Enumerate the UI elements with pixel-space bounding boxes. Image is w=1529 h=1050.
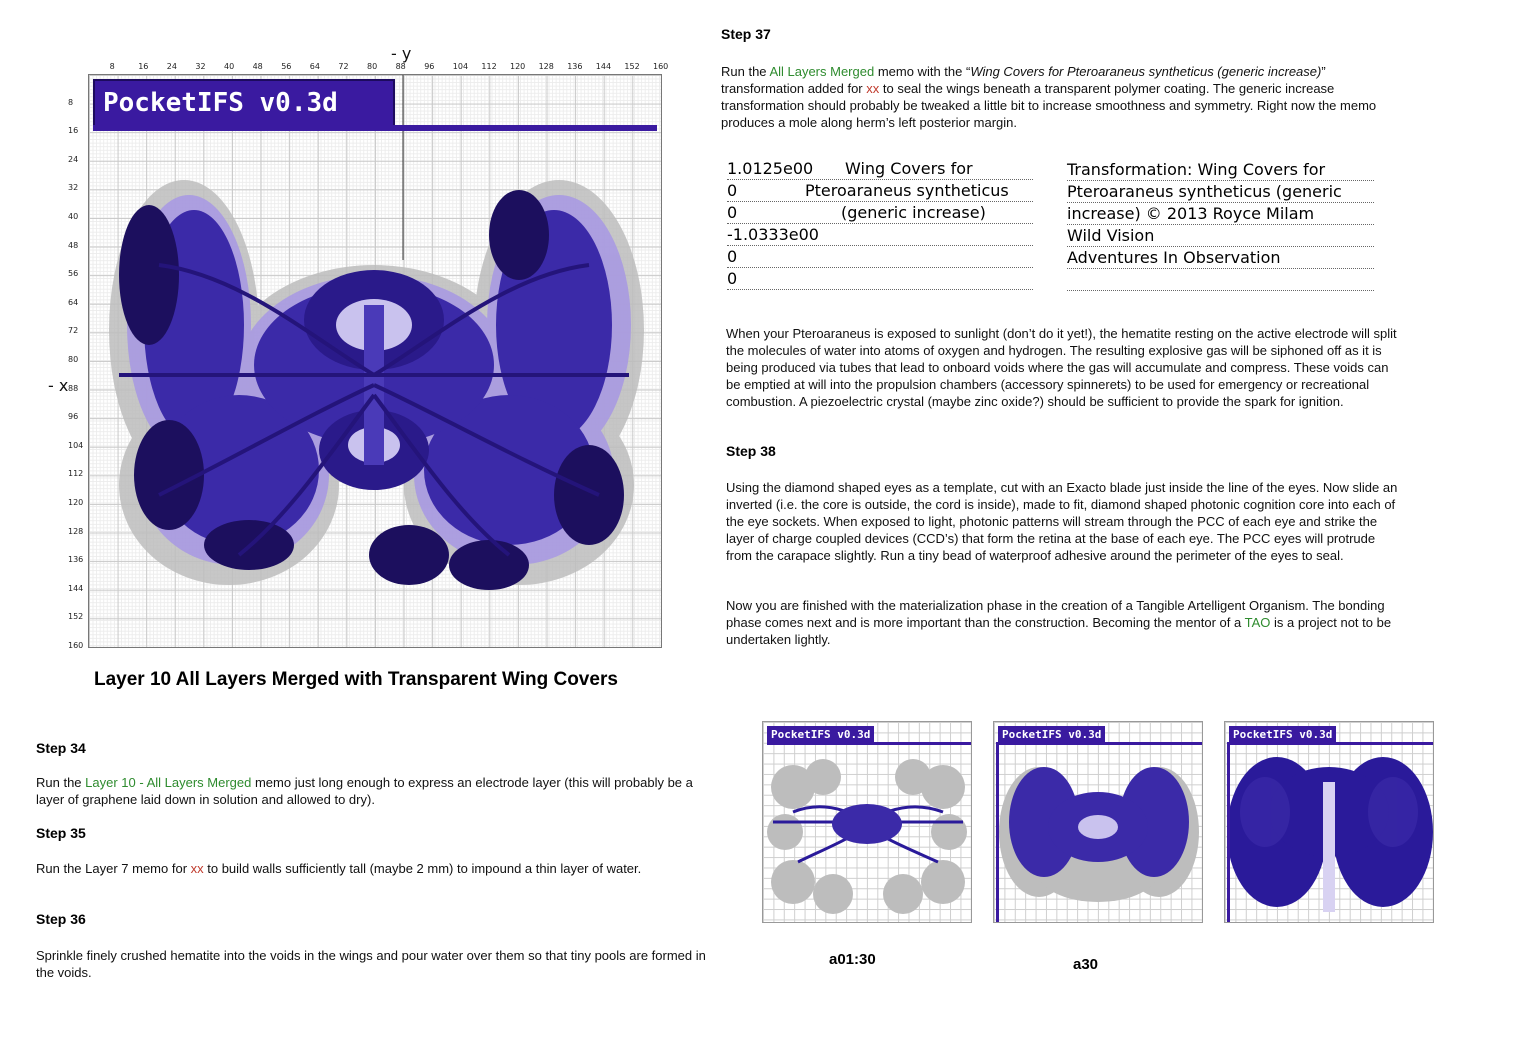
x-tick-label: 144 — [595, 62, 612, 71]
x-tick-label: 120 — [510, 62, 526, 71]
memo-table: 1.0125e00 Wing Covers for 0 Pteroaraneus s… — [727, 158, 1033, 290]
memo-row-1: 0 Pteroaraneus syntheticus — [727, 180, 1033, 202]
x-tick-label: 48 — [252, 62, 263, 71]
step37-paragraph-1: Run the All Layers Merged memo with the … — [721, 64, 1377, 130]
app-banner: PocketIFS v0.3d — [93, 79, 395, 127]
thumbnail-2-banner: PocketIFS v0.3d — [998, 726, 1106, 742]
memo-row-3: -1.0333e00 — [727, 224, 1033, 246]
x-tick-label: 136 — [567, 62, 583, 71]
memo-row-2: 0 (generic increase) — [727, 202, 1033, 224]
thumbnail-1-banner-line — [767, 742, 971, 745]
x-tick-label: 56 — [281, 62, 292, 71]
x-tick-label: 96 — [424, 62, 435, 71]
transform-line-2: increase) © 2013 Royce Milam — [1067, 203, 1374, 225]
step34-title: Step 34 — [36, 740, 86, 756]
y-tick-label: 16 — [68, 126, 79, 136]
step35-title: Step 35 — [36, 825, 86, 841]
thumbnail-2: PocketIFS v0.3d — [993, 721, 1203, 923]
transform-line-3: Wild Vision — [1067, 225, 1374, 247]
x-axis-label: - x — [48, 376, 69, 395]
transform-line-1: Pteroaraneus syntheticus (generic — [1067, 181, 1374, 203]
transform-line-5 — [1067, 269, 1374, 291]
memo-row-5: 0 — [727, 268, 1033, 290]
step34-paragraph: Run the Layer 10 - All Layers Merged mem… — [36, 775, 693, 807]
transform-line-4: Adventures In Observation — [1067, 247, 1374, 269]
y-tick-label: 160 — [68, 641, 84, 650]
x-tick-label: 32 — [195, 62, 206, 71]
y-tick-label: 40 — [68, 212, 79, 221]
memo-link-all-layers[interactable]: All Layers Merged — [769, 64, 875, 79]
y-tick-label: 136 — [68, 555, 84, 565]
step38-paragraph-1: Using the diamond shaped eyes as a templ… — [726, 480, 1398, 563]
step35-paragraph: Run the Layer 7 memo for xx to build wal… — [36, 861, 642, 876]
y-tick-label: 80 — [68, 355, 79, 364]
plot-canvas: PocketIFS v0.3d — [88, 74, 662, 648]
thumbnail-3-banner: PocketIFS v0.3d — [1229, 726, 1337, 742]
thumbnail-1: PocketIFS v0.3d — [762, 721, 972, 923]
y-tick-label: 104 — [68, 440, 84, 450]
x-tick-label: 8 — [109, 62, 115, 71]
y-tick-label: 88 — [68, 383, 79, 393]
thumbnail-2-banner-line — [998, 742, 1202, 745]
x-tick-label: 24 — [166, 62, 177, 71]
banner-underline — [93, 125, 657, 131]
plot-caption: Layer 10 All Layers Merged with Transpar… — [94, 669, 618, 690]
y-tick-label: 48 — [68, 240, 79, 250]
transformation-block: Transformation: Wing Covers for Pteroara… — [1067, 159, 1374, 291]
thumbnail-3-render — [1227, 742, 1433, 922]
thumbnail-2-render — [996, 742, 1199, 922]
x-tick-label: 160 — [653, 62, 669, 71]
step37-title: Step 37 — [721, 26, 771, 42]
thumbnail-1-banner: PocketIFS v0.3d — [767, 726, 875, 742]
y-tick-label: 152 — [68, 612, 84, 622]
y-tick-label: 64 — [68, 297, 79, 307]
step36-title: Step 36 — [36, 911, 86, 927]
thumbnail-1-render — [767, 759, 967, 914]
vein-lines — [119, 263, 629, 557]
x-tick-label: 80 — [367, 62, 378, 71]
thumbnail-1-caption: a01:30 — [829, 951, 876, 968]
y-tick-label: 8 — [68, 97, 74, 107]
transform-line-0: Transformation: Wing Covers for — [1067, 159, 1374, 181]
x-tick-label: 152 — [624, 62, 640, 71]
memo-row-4: 0 — [727, 246, 1033, 268]
x-tick-label: 16 — [138, 62, 149, 71]
x-tick-label: 72 — [338, 62, 349, 71]
memo-row-0: 1.0125e00 Wing Covers for — [727, 158, 1033, 180]
x-tick-label: 88 — [395, 62, 406, 71]
y-tick-label: 24 — [68, 154, 79, 164]
thumbnail-2-caption: a30 — [1073, 956, 1099, 973]
x-tick-label: 40 — [224, 62, 235, 71]
y-tick-label: 72 — [68, 326, 79, 336]
step38-title: Step 38 — [726, 443, 776, 459]
tao-link[interactable]: TAO — [1244, 615, 1271, 630]
y-axis-label: - y — [391, 44, 412, 63]
x-tick-label: 64 — [309, 62, 320, 71]
x-tick-label: 104 — [452, 62, 469, 71]
y-tick-label: 32 — [68, 183, 79, 193]
thumbnail-3-banner-line — [1229, 742, 1433, 745]
x-tick-label: 112 — [481, 62, 497, 71]
y-tick-label: 128 — [68, 526, 84, 536]
step38-paragraph-2: Now you are finished with the materializ… — [726, 598, 1392, 647]
x-tick-label: 128 — [538, 62, 554, 71]
step36-paragraph: Sprinkle finely crushed hematite into th… — [36, 948, 706, 980]
y-tick-label: 96 — [68, 412, 79, 422]
y-tick-label: 120 — [68, 498, 84, 507]
y-tick-label: 112 — [68, 469, 84, 479]
step37-paragraph-2: When your Pteroaraneus is exposed to sun… — [726, 326, 1397, 409]
y-tick-label: 144 — [68, 583, 84, 593]
memo-link-layer10[interactable]: Layer 10 - All Layers Merged — [85, 775, 252, 790]
y-tick-label: 56 — [68, 269, 79, 279]
thumbnail-3: PocketIFS v0.3d — [1224, 721, 1434, 923]
fractal-render — [109, 75, 644, 590]
